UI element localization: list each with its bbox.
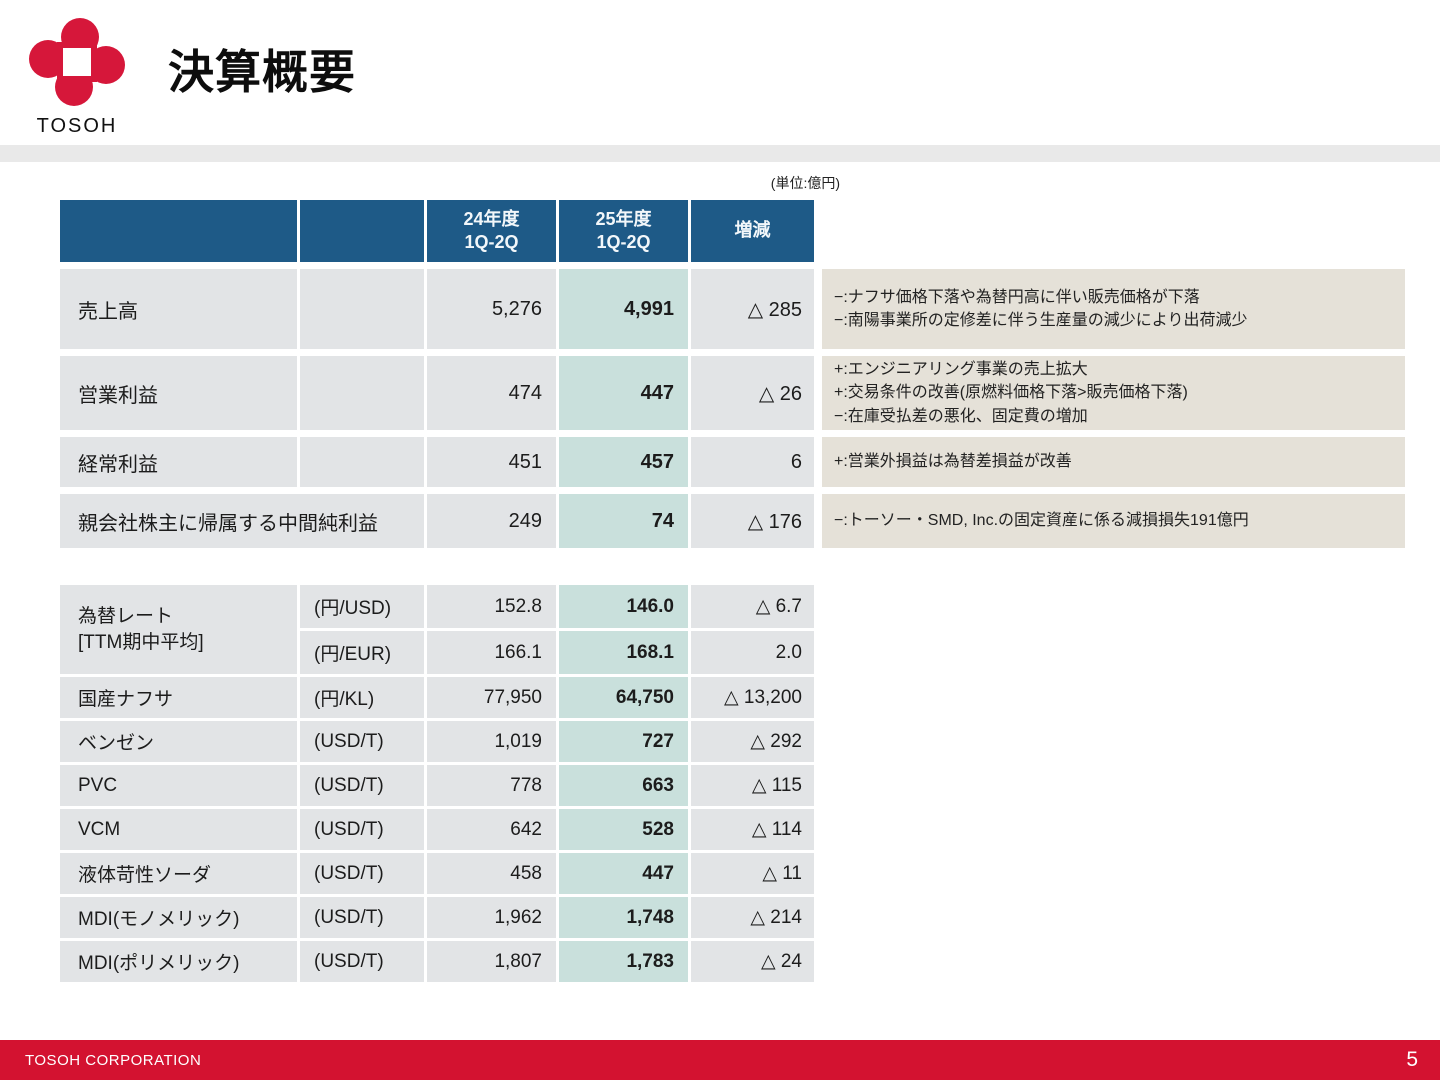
summary-header-fy25-line2: 1Q-2Q xyxy=(596,232,651,252)
summary-header-fy25: 25年度 1Q-2Q xyxy=(559,200,688,262)
summary-fy25-value: 74 xyxy=(559,494,688,548)
summary-header-diff-label: 増減 xyxy=(734,220,771,241)
divider-strip xyxy=(0,145,1440,162)
market-fy24-value: 458 xyxy=(427,853,556,894)
market-row-label: 液体苛性ソーダ xyxy=(60,853,297,894)
market-diff-value: △ 13,200 xyxy=(691,677,814,718)
unit-label: (単位:億円) xyxy=(770,175,840,191)
summary-header-fy24-line2: 1Q-2Q xyxy=(464,232,519,252)
summary-header-fy24: 24年度 1Q-2Q xyxy=(427,200,556,262)
summary-header-blank-1 xyxy=(60,200,297,262)
market-unit: (USD/T) xyxy=(300,897,424,938)
market-unit: (円/USD) xyxy=(300,585,424,628)
note-line: +:営業外損益は為替差損益が改善 xyxy=(834,453,1072,471)
fx-label-line1: 為替レート xyxy=(78,605,174,627)
market-unit: (USD/T) xyxy=(300,853,424,894)
summary-fy24-value: 5,276 xyxy=(427,269,556,349)
summary-row-label: 親会社株主に帰属する中間純利益 xyxy=(60,494,424,548)
tosoh-logo-text: TOSOH xyxy=(36,115,118,137)
market-unit: (USD/T) xyxy=(300,765,424,806)
summary-table: 24年度 1Q-2Q 25年度 1Q-2Q 増減 売上高 5,276 4,991… xyxy=(60,200,814,548)
note-line: +:エンジニアリング事業の売上拡大 xyxy=(834,361,1088,379)
summary-diff-value: 6 xyxy=(691,437,814,487)
summary-header-fy24-line1: 24年度 xyxy=(463,208,520,229)
summary-row-blank xyxy=(300,356,424,430)
market-unit: (円/EUR) xyxy=(300,631,424,674)
market-unit: (USD/T) xyxy=(300,721,424,762)
market-fy25-value: 168.1 xyxy=(559,631,688,674)
market-fy25-value: 64,750 xyxy=(559,677,688,718)
notes-column: −:ナフサ価格下落や為替円高に伴い販売価格が下落 −:南陽事業所の定修差に伴う生… xyxy=(822,269,1405,555)
footer-company-name: TOSOH CORPORATION xyxy=(25,1051,202,1069)
market-fy25-value: 663 xyxy=(559,765,688,806)
summary-fy24-value: 474 xyxy=(427,356,556,430)
market-diff-value: △ 115 xyxy=(691,765,814,806)
market-fy24-value: 1,962 xyxy=(427,897,556,938)
market-fy25-value: 447 xyxy=(559,853,688,894)
summary-header-diff: 増減 xyxy=(691,200,814,262)
summary-diff-value: △ 26 xyxy=(691,356,814,430)
market-row-label: MDI(モノメリック) xyxy=(60,897,297,938)
market-fy25-value: 146.0 xyxy=(559,585,688,628)
summary-fy24-value: 249 xyxy=(427,494,556,548)
market-row-label: PVC xyxy=(60,765,297,806)
note-line: −:在庫受払差の悪化、固定費の増加 xyxy=(834,407,1088,425)
summary-row-blank xyxy=(300,437,424,487)
market-fy24-value: 642 xyxy=(427,809,556,850)
note-box-ordinary-income: +:営業外損益は為替差損益が改善 xyxy=(822,437,1405,487)
market-unit: (円/KL) xyxy=(300,677,424,718)
note-line: −:南陽事業所の定修差に伴う生産量の減少により出荷減少 xyxy=(834,312,1248,329)
footer-bar: TOSOH CORPORATION 5 xyxy=(0,1040,1440,1080)
market-row-label: ベンゼン xyxy=(60,721,297,762)
market-row-label: MDI(ポリメリック) xyxy=(60,941,297,982)
footer-page-number: 5 xyxy=(1406,1048,1418,1071)
note-box-operating-income: +:エンジニアリング事業の売上拡大 +:交易条件の改善(原燃料価格下落>販売価格… xyxy=(822,356,1405,430)
note-line: −:トーソー・SMD, Inc.の固定資産に係る減損損失191億円 xyxy=(834,512,1249,530)
market-fy25-value: 1,748 xyxy=(559,897,688,938)
summary-header-fy25-line1: 25年度 xyxy=(595,208,652,229)
tosoh-pinwheel-cross-icon xyxy=(29,18,125,106)
market-fy24-value: 77,950 xyxy=(427,677,556,718)
market-unit: (USD/T) xyxy=(300,809,424,850)
market-diff-value: △ 114 xyxy=(691,809,814,850)
market-diff-value: 2.0 xyxy=(691,631,814,674)
market-fy24-value: 1,807 xyxy=(427,941,556,982)
summary-fy24-value: 451 xyxy=(427,437,556,487)
summary-fy25-value: 457 xyxy=(559,437,688,487)
summary-fy25-value: 447 xyxy=(559,356,688,430)
summary-row-label: 経常利益 xyxy=(60,437,297,487)
note-box-sales: −:ナフサ価格下落や為替円高に伴い販売価格が下落 −:南陽事業所の定修差に伴う生… xyxy=(822,269,1405,349)
market-diff-value: △ 6.7 xyxy=(691,585,814,628)
market-row-label-fx: 為替レート [TTM期中平均] xyxy=(60,585,297,674)
market-fy24-value: 1,019 xyxy=(427,721,556,762)
fx-label-line2: [TTM期中平均] xyxy=(78,631,204,653)
page-title: 決算概要 xyxy=(168,46,356,98)
summary-row-label: 営業利益 xyxy=(60,356,297,430)
market-fy24-value: 778 xyxy=(427,765,556,806)
market-diff-value: △ 214 xyxy=(691,897,814,938)
market-diff-value: △ 11 xyxy=(691,853,814,894)
summary-row-label: 売上高 xyxy=(60,269,297,349)
summary-header-blank-2 xyxy=(300,200,424,262)
summary-row-blank xyxy=(300,269,424,349)
summary-diff-value: △ 285 xyxy=(691,269,814,349)
market-fy25-value: 727 xyxy=(559,721,688,762)
market-fy25-value: 1,783 xyxy=(559,941,688,982)
market-fy25-value: 528 xyxy=(559,809,688,850)
market-row-label: 国産ナフサ xyxy=(60,677,297,718)
market-fy24-value: 166.1 xyxy=(427,631,556,674)
market-diff-value: △ 24 xyxy=(691,941,814,982)
market-row-label: VCM xyxy=(60,809,297,850)
market-table: 為替レート [TTM期中平均] (円/USD) 152.8 146.0 △ 6.… xyxy=(60,585,814,982)
note-line: +:交易条件の改善(原燃料価格下落>販売価格下落) xyxy=(834,384,1188,402)
note-box-net-income: −:トーソー・SMD, Inc.の固定資産に係る減損損失191億円 xyxy=(822,494,1405,548)
market-fy24-value: 152.8 xyxy=(427,585,556,628)
summary-diff-value: △ 176 xyxy=(691,494,814,548)
summary-fy25-value: 4,991 xyxy=(559,269,688,349)
tosoh-logo: TOSOH xyxy=(25,16,129,138)
market-diff-value: △ 292 xyxy=(691,721,814,762)
market-unit: (USD/T) xyxy=(300,941,424,982)
note-line: −:ナフサ価格下落や為替円高に伴い販売価格が下落 xyxy=(834,288,1200,306)
